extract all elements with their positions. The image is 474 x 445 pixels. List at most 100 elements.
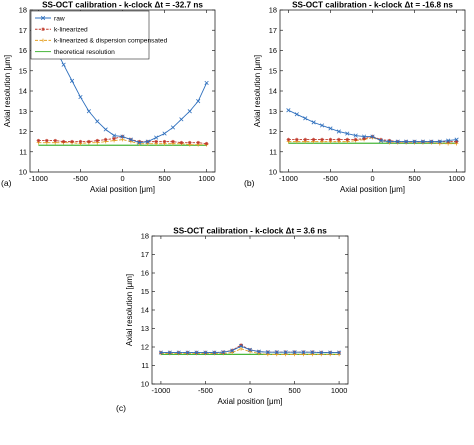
data-point: [320, 137, 324, 142]
data-point: [420, 139, 426, 144]
data-point: [303, 137, 308, 142]
legend-label: k-linearized: [54, 27, 88, 34]
data-point: [103, 137, 108, 142]
series-line: [38, 136, 207, 145]
data-point: [170, 125, 176, 130]
data-point: [221, 350, 226, 355]
legend-item: k-linearized: [35, 27, 88, 34]
data-point: [204, 80, 209, 85]
data-point: [230, 348, 235, 353]
y-tick-label: 11: [19, 147, 27, 156]
y-tick-label: 11: [269, 147, 277, 156]
data-point: [303, 116, 308, 121]
data-point: [295, 137, 299, 142]
data-point: [292, 350, 297, 355]
y-tick-label: 12: [19, 127, 27, 136]
y-tick-label: 10: [141, 380, 149, 389]
x-axis-label: Axial position [μm]: [340, 185, 405, 194]
data-point: [353, 133, 358, 138]
data-point: [274, 350, 279, 355]
y-tick-label: 18: [19, 6, 27, 15]
y-tick-label: 12: [269, 127, 277, 136]
y-tick-label: 14: [141, 306, 149, 315]
x-tick-label: -1000: [151, 386, 170, 395]
y-axis-label: Axial resolution [μm]: [3, 55, 12, 127]
data-point: [120, 134, 125, 139]
legend-box: [30, 10, 150, 60]
data-point: [362, 134, 367, 139]
data-point: [239, 347, 243, 351]
data-point: [370, 134, 375, 139]
x-axis-label: Axial position [μm]: [90, 185, 155, 194]
y-tick-label: 17: [269, 26, 277, 35]
x-tick-label: 0: [248, 386, 252, 395]
x-tick-label: 1000: [448, 174, 464, 183]
data-point: [120, 137, 125, 142]
data-point: [446, 139, 450, 144]
chart-panel-2: SS-OCT calibration - k-clock Δt = -16.8 …: [244, 1, 466, 194]
data-point: [112, 133, 117, 138]
legend: raw k-linearized k-linearized & dispersion…: [30, 10, 168, 60]
data-point: [53, 138, 58, 143]
x-tick-label: 1000: [331, 386, 347, 395]
data-point: [379, 137, 383, 142]
legend-label: theoretical resolution: [54, 49, 115, 56]
data-point: [256, 349, 261, 354]
chart-panel-1: SS-OCT calibration - k-clock Δt = -32.7 …: [1, 1, 216, 194]
data-point: [187, 109, 192, 114]
data-point: [395, 139, 400, 144]
legend-marker: [40, 15, 46, 21]
series-line: [38, 139, 207, 146]
data-point: [187, 140, 192, 145]
series-line: [288, 137, 457, 145]
data-point: [203, 350, 208, 355]
data-point: [301, 350, 306, 355]
data-point: [61, 62, 66, 67]
data-point: [45, 138, 49, 143]
data-point: [286, 108, 291, 113]
data-point: [294, 112, 299, 117]
data-point: [194, 350, 199, 355]
y-tick-label: 15: [269, 66, 277, 75]
data-point: [212, 350, 217, 355]
data-point: [61, 139, 66, 144]
data-point: [239, 343, 243, 347]
data-point: [404, 139, 409, 144]
data-point: [171, 139, 175, 144]
data-point: [265, 350, 270, 355]
data-point: [176, 350, 181, 355]
data-point: [454, 137, 459, 142]
chart-title: SS-OCT calibration - k-clock Δt = 3.6 ns: [173, 227, 327, 236]
data-point: [185, 350, 190, 355]
data-point: [387, 139, 392, 144]
y-tick-label: 17: [141, 250, 149, 259]
data-point: [311, 120, 316, 125]
y-tick-label: 10: [269, 168, 277, 177]
data-point: [437, 139, 442, 144]
y-tick-label: 16: [269, 46, 277, 55]
y-tick-label: 10: [19, 168, 27, 177]
data-point: [154, 135, 159, 140]
y-tick-label: 16: [19, 46, 27, 55]
x-tick-label: 500: [288, 386, 300, 395]
panel-label: (b): [244, 178, 255, 188]
data-point: [36, 138, 41, 143]
data-point: [337, 137, 341, 142]
data-point: [310, 350, 315, 355]
data-point: [95, 119, 100, 124]
data-point: [103, 127, 108, 132]
data-point: [162, 131, 167, 136]
legend-item: theoretical resolution: [35, 49, 115, 56]
y-tick-label: 13: [141, 324, 149, 333]
data-point: [204, 141, 209, 146]
data-point: [158, 350, 163, 355]
x-tick-label: 500: [158, 174, 170, 183]
x-tick-label: -1000: [279, 174, 298, 183]
data-point: [128, 137, 133, 142]
chart-title: SS-OCT calibration - k-clock Δt = -16.8 …: [292, 1, 453, 10]
data-point: [69, 78, 75, 83]
plot-area: [151, 235, 349, 385]
panel-label: (c): [116, 403, 126, 413]
y-axis-label: Axial resolution [μm]: [253, 55, 262, 127]
